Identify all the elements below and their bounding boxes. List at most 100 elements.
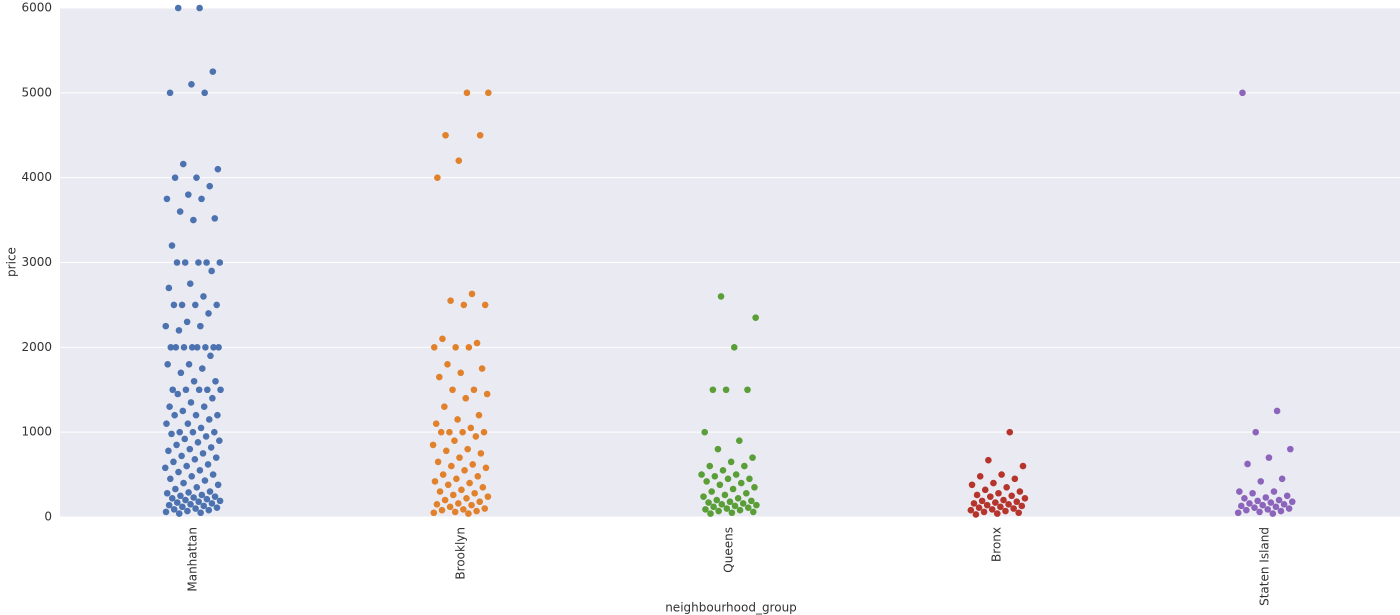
point [434,458,442,466]
point [196,4,203,12]
point [717,293,725,300]
point [706,462,714,470]
point [732,471,740,478]
point [174,4,182,12]
point [182,496,189,504]
point [463,495,470,502]
point [1256,508,1263,516]
point [197,322,204,330]
point [722,386,730,394]
point [171,174,179,181]
point [175,327,183,334]
point [1015,509,1022,517]
point [182,386,190,394]
point [1011,475,1019,483]
point [476,498,484,506]
point [1251,504,1258,511]
point [455,157,463,164]
point [193,484,201,491]
point [1019,462,1027,470]
point [752,314,759,321]
point [1254,497,1261,505]
point [207,444,215,451]
point [205,416,213,423]
point [1259,501,1266,509]
point [707,510,714,517]
point [749,454,756,461]
point [1283,492,1291,500]
point [187,500,194,508]
point [436,488,444,495]
point [190,216,197,224]
point [442,131,449,139]
point [721,491,729,499]
point [967,506,975,514]
point [168,430,175,438]
point [207,352,214,360]
point [200,403,208,411]
point [206,488,214,495]
point [737,479,745,487]
point [213,301,220,309]
point [201,477,209,484]
point [179,160,187,168]
point [188,472,196,480]
point [448,462,455,470]
point [702,506,709,513]
point [1270,488,1278,495]
point [973,491,981,499]
point [744,386,751,394]
point [473,507,480,515]
point [430,344,438,351]
point [212,377,219,385]
point [169,386,177,394]
point [1243,506,1250,514]
point [726,498,734,506]
point [196,467,204,474]
point [727,458,735,466]
point [710,503,717,511]
point [1269,510,1277,517]
point [744,504,752,511]
point [442,447,450,455]
point [970,500,978,507]
point [172,344,180,351]
point [475,411,483,419]
point [987,493,994,500]
point [1287,445,1294,453]
point [209,394,216,402]
point [734,495,742,502]
point [170,458,177,466]
point [217,386,224,394]
point [163,420,170,427]
point [698,471,705,478]
point [187,399,195,406]
point [715,507,722,515]
point [998,471,1005,478]
point [214,481,222,489]
y-tick-label: 0 [44,510,52,524]
point [741,462,748,470]
point [172,485,179,493]
point [1010,505,1017,512]
point [205,310,212,317]
point [471,489,478,497]
point [1237,502,1245,510]
y-tick-label: 4000 [21,170,52,184]
point [1239,89,1246,97]
point [1234,509,1242,517]
point [1241,495,1248,502]
point [200,502,208,510]
point [181,435,189,443]
point [1252,428,1260,436]
point [1262,494,1270,501]
point [753,501,760,509]
point [700,493,707,500]
point [988,506,996,513]
point [975,504,983,511]
point [452,344,459,351]
point [746,475,753,483]
point [179,407,187,415]
y-axis-label: price [5,247,19,277]
point [449,491,457,499]
